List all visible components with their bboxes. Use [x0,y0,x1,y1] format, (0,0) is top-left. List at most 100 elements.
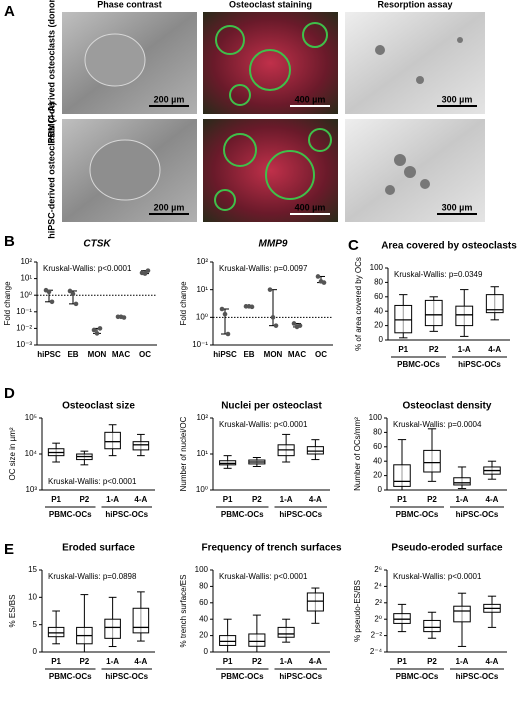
data-point [291,321,297,326]
annotation: Kruskal-Wallis: p=0.0349 [394,270,483,279]
y-tick-label: 40 [374,306,383,315]
x-tick-label: 1-A [106,657,119,666]
box [248,633,266,647]
y-tick-label: 100 [370,263,384,272]
chart-title: Area covered by osteoclasts [381,241,517,252]
y-tick-label: 10⁰ [196,485,208,494]
box [306,592,324,612]
y-tick-label: 10¹ [196,449,208,458]
image [203,12,338,114]
scale-bar-label: 200 µm [154,202,185,212]
x-tick-label: 1-A [456,657,469,666]
x-tick-label: P2 [429,345,439,354]
stain-cells [214,22,332,211]
group-label: PBMC-OCs [396,672,439,681]
y-tick-label: 15 [28,565,37,574]
x-tick-label: 1-A [280,495,293,504]
x-tick-label: 4-A [309,495,322,504]
x-tick-label: 4-A [134,495,147,504]
box [455,305,474,327]
box [132,441,150,451]
annotation: Kruskal-Wallis: p<0.0001 [219,572,308,581]
data-point [145,268,151,273]
chart-title: CTSK [83,239,111,250]
y-axis-title: % of area covered by OCs [354,257,363,351]
data-point [219,306,225,312]
box [424,299,443,327]
annotation: Kruskal-Wallis: p<0.0001 [43,264,132,273]
box [277,626,295,638]
y-tick-label: 2² [375,598,382,607]
x-tick-label: P2 [252,495,262,504]
x-tick-label: P1 [51,495,61,504]
y-tick-label: 10² [196,257,208,266]
y-tick-label: 2⁻² [371,631,383,640]
data-point [142,271,148,276]
column-header: Osteoclast staining [229,0,312,9]
x-tick-label: 1-A [106,495,119,504]
x-tick-label: 1-A [456,495,469,504]
cell [84,33,146,87]
micrographs [62,12,485,222]
panel-label: A [4,3,15,20]
scale-bar-label: 400 µm [295,94,326,104]
x-tick-label: P1 [223,495,233,504]
y-axis-title: % ES/BS [8,595,17,628]
y-axis-title: Number of OCs/mm² [353,417,362,491]
x-tick-label: OC [139,350,151,359]
annotation: Kruskal-Wallis: p=0.0097 [219,264,308,273]
y-tick-label: 10¹ [196,285,208,294]
data-point [97,326,103,331]
chart-title: Nuclei per osteoclast [221,401,322,412]
x-tick-label: 4-A [486,657,499,666]
x-tick-label: P2 [427,495,437,504]
y-tick-label: 80 [199,582,208,591]
column-header: Resorption assay [377,0,452,9]
box [453,605,471,623]
group-label: hiPSC-OCs [458,360,501,369]
y-tick-label: 20 [199,631,208,640]
y-tick-label: 2⁻⁴ [370,647,383,656]
x-tick-label: 4-A [488,345,501,354]
x-tick-label: P1 [398,345,408,354]
data-point [67,288,73,294]
pits [375,37,463,195]
x-tick-label: MAC [288,350,306,359]
data-point [70,291,76,297]
scale-bar-label: 200 µm [154,94,185,104]
group-label: hiPSC-OCs [105,510,148,519]
data-point [222,311,228,317]
data-point [73,301,79,307]
y-tick-label: 100 [369,413,383,422]
y-tick-label: 10⁻¹ [16,307,32,316]
chart: CTSK Fold change 10⁻³ 10⁻² 10⁻¹ 10⁰ 10¹ 10² hiPS… [3,239,157,359]
x-tick-label: hiPSC [213,350,237,359]
chart: Area covered by osteoclasts % of area cov… [354,241,517,369]
x-tick-label: OC [315,350,327,359]
data-point [315,274,321,279]
box [132,607,150,634]
y-tick-label: 60 [373,442,382,451]
box [306,446,324,455]
box [104,618,121,639]
x-tick-label: P1 [223,657,233,666]
group-label: PBMC-OCs [396,510,439,519]
box [453,477,471,486]
y-tick-label: 80 [374,278,383,287]
box [423,619,441,633]
data-point [321,280,327,285]
x-tick-label: P2 [252,657,262,666]
chart: Eroded surface % ES/BS 0 5 10 15 P1 P2 1-A 4-A Kru… [8,543,155,681]
data-point [46,289,52,295]
y-tick-label: 10⁴ [25,449,38,458]
y-axis-title: % trench surface/ES [179,575,188,648]
annotation: Kruskal-Wallis: p=0.0004 [393,420,482,429]
x-tick-label: P1 [397,657,407,666]
annotation: Kruskal-Wallis: p<0.0001 [219,420,308,429]
y-tick-label: 10 [28,592,37,601]
data-point [297,323,303,328]
chart-title: MMP9 [259,239,288,250]
group-label: hiPSC-OCs [279,672,322,681]
x-tick-label: P2 [427,657,437,666]
